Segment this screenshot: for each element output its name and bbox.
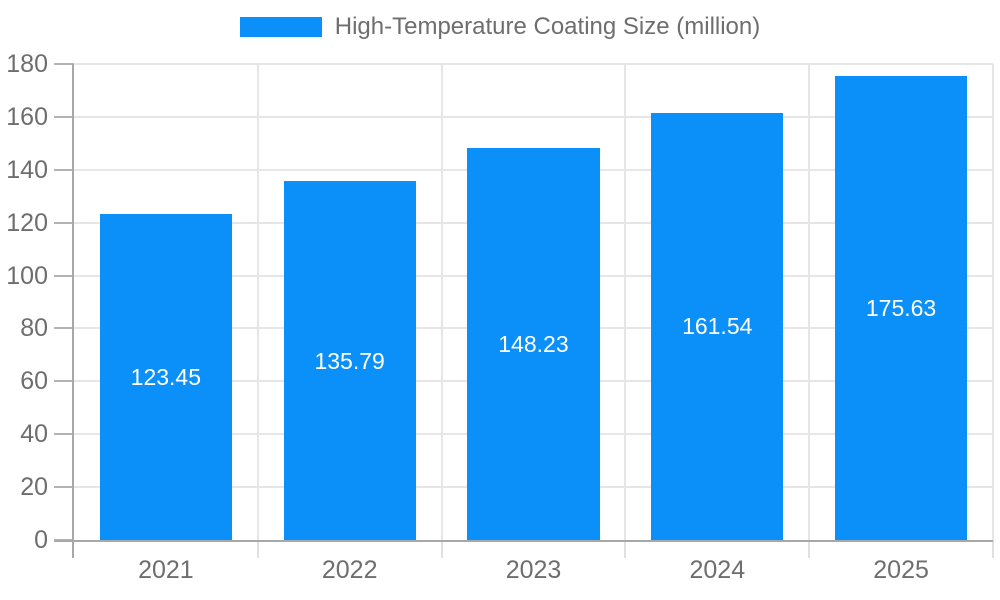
y-tick-160: [54, 115, 74, 118]
x-tick-5: [992, 540, 994, 558]
y-tick-label-0: 0: [34, 526, 48, 554]
y-tick-40: [54, 433, 74, 436]
y-tick-180: [54, 63, 74, 65]
y-tick-label-60: 60: [20, 367, 48, 396]
bar-2023[interactable]: [467, 148, 600, 540]
gridline-h-160: [74, 115, 993, 118]
x-tick-label-2021: 2021: [138, 556, 194, 584]
y-tick-label-100: 100: [6, 261, 48, 290]
x-tick-label-2024: 2024: [689, 556, 746, 584]
y-tick-80: [54, 327, 74, 330]
legend-swatch: [239, 17, 322, 37]
bar-value-label-2025: 175.63: [865, 294, 937, 321]
bar-2024[interactable]: [651, 112, 784, 540]
gridline-v-2: [440, 64, 443, 540]
gridline-v-5: [992, 64, 994, 540]
legend-item[interactable]: High-Temperature Coating Size (million): [239, 13, 761, 41]
y-tick-label-20: 20: [20, 473, 48, 502]
y-tick-100: [54, 274, 74, 277]
y-tick-label-40: 40: [20, 420, 48, 449]
y-tick-120: [54, 221, 74, 224]
y-tick-label-140: 140: [6, 155, 48, 184]
bar-value-label-2023: 148.23: [498, 331, 569, 357]
x-tick-label-2022: 2022: [321, 556, 378, 584]
x-tick-label-2023: 2023: [505, 556, 562, 584]
gridline-v-1: [256, 64, 259, 540]
y-tick-label-80: 80: [20, 314, 48, 343]
y-tick-140: [54, 168, 74, 171]
gridline-v-4: [808, 64, 811, 540]
y-tick-20: [54, 486, 74, 489]
bar-value-label-2022: 135.79: [314, 347, 385, 374]
gridline-h-180: [74, 63, 993, 65]
y-tick-label-160: 160: [6, 102, 48, 131]
y-tick-label-180: 180: [6, 50, 48, 78]
bar-2025[interactable]: [834, 75, 968, 540]
y-tick-60: [54, 380, 74, 383]
y-tick-label-120: 120: [6, 208, 48, 237]
x-axis-line: [54, 540, 993, 542]
gridline-v-3: [624, 64, 627, 540]
x-tick-3: [624, 540, 627, 558]
bar-2021[interactable]: [99, 213, 232, 540]
bar-2022[interactable]: [283, 180, 416, 540]
bar-value-label-2021: 123.45: [130, 363, 202, 390]
x-tick-2: [440, 540, 443, 558]
legend: High-Temperature Coating Size (million): [0, 13, 1000, 41]
y-axis-line: [72, 64, 74, 558]
x-tick-4: [808, 540, 811, 558]
x-tick-1: [256, 540, 259, 558]
legend-label: High-Temperature Coating Size (million): [334, 13, 761, 40]
x-tick-label-2025: 2025: [873, 556, 929, 584]
bar-value-label-2024: 161.54: [682, 313, 753, 340]
